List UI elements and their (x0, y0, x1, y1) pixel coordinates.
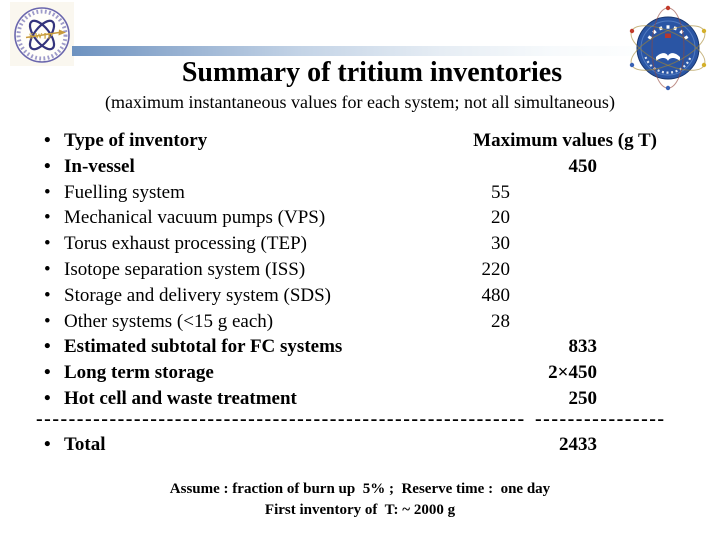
blue-institute-seal-logo (626, 0, 710, 94)
table-row: • Storage and delivery system (SDS) 480 (0, 283, 720, 309)
header-gradient-bar (72, 46, 640, 56)
inventory-list: • Type of inventory Maximum values (g T)… (0, 128, 720, 458)
assumption-line-2: First inventory of T: ~ 2000 g (264, 502, 456, 518)
row-label: In-vessel (64, 155, 135, 177)
bullet-icon: • (44, 433, 51, 455)
atom-seal-logo: SWIP (10, 2, 74, 66)
row-value: 220 (481, 258, 511, 280)
row-label: Fuelling system (64, 181, 185, 203)
table-row: • Isotope separation system (ISS) 220 (0, 257, 720, 283)
table-row: • Mechanical vacuum pumps (VPS) 20 (0, 205, 720, 231)
row-value: 250 (568, 387, 598, 409)
dashed-line-left: ----------------------------------------… (36, 411, 525, 430)
page-title: Summary of tritium inventories (181, 57, 563, 88)
row-label: Isotope separation system (ISS) (64, 258, 306, 280)
row-label: Hot cell and waste treatment (64, 387, 297, 409)
row-value: 833 (568, 336, 598, 358)
page-subtitle: (maximum instantaneous values for each s… (105, 92, 615, 112)
table-row: • Fuelling system 55 (0, 180, 720, 206)
header-value: Maximum values (g T) (473, 130, 657, 151)
bullet-icon: • (44, 387, 51, 409)
row-label: Other systems (<15 g each) (64, 310, 274, 332)
table-row: • Long term storage 2×450 (0, 360, 720, 386)
row-value: 450 (568, 155, 598, 177)
dashed-separator: ----------------------------------------… (36, 412, 720, 432)
row-label: Torus exhaust processing (TEP) (64, 233, 307, 255)
row-label: Long term storage (64, 362, 214, 384)
bullet-icon: • (44, 336, 51, 358)
bullet-icon: • (44, 181, 51, 203)
row-value: 20 (491, 207, 510, 229)
row-label: Mechanical vacuum pumps (VPS) (64, 207, 326, 229)
row-value: 480 (481, 284, 511, 306)
blue-seal-icon (629, 5, 707, 91)
total-row: • Total 2433 (0, 432, 720, 458)
bullet-icon: • (44, 207, 51, 229)
table-header-row: • Type of inventory Maximum values (g T) (0, 128, 720, 154)
row-label: Estimated subtotal for FC systems (64, 336, 343, 358)
atom-seal-icon: SWIP (10, 2, 74, 66)
table-row: • In-vessel 450 (0, 154, 720, 180)
bullet-icon: • (44, 362, 51, 384)
total-value: 2433 (559, 433, 597, 455)
dashed-line-right: ------------------------------ (535, 411, 664, 430)
bullet-icon: • (44, 284, 51, 306)
bullet-icon: • (44, 155, 51, 177)
row-value: 55 (491, 181, 510, 203)
header-label: Type of inventory (64, 130, 208, 151)
bullet-icon: • (44, 130, 51, 151)
bullet-icon: • (44, 233, 51, 255)
svg-text:SWIP: SWIP (29, 32, 53, 41)
row-value: 28 (491, 310, 510, 332)
bullet-icon: • (44, 310, 51, 332)
assumptions-note: Assume : fraction of burn up 5% ; Reserv… (0, 479, 720, 521)
total-label: Total (64, 433, 106, 455)
table-row: • Torus exhaust processing (TEP) 30 (0, 231, 720, 257)
assumption-line-1: Assume : fraction of burn up 5% ; Reserv… (169, 481, 551, 497)
row-value: 2×450 (548, 362, 597, 384)
table-row: • Other systems (<15 g each) 28 (0, 309, 720, 335)
row-label: Storage and delivery system (SDS) (64, 284, 332, 306)
table-row: • Hot cell and waste treatment 250 (0, 386, 720, 412)
row-value: 30 (491, 233, 510, 255)
bullet-icon: • (44, 258, 51, 280)
table-row: • Estimated subtotal for FC systems 833 (0, 334, 720, 360)
